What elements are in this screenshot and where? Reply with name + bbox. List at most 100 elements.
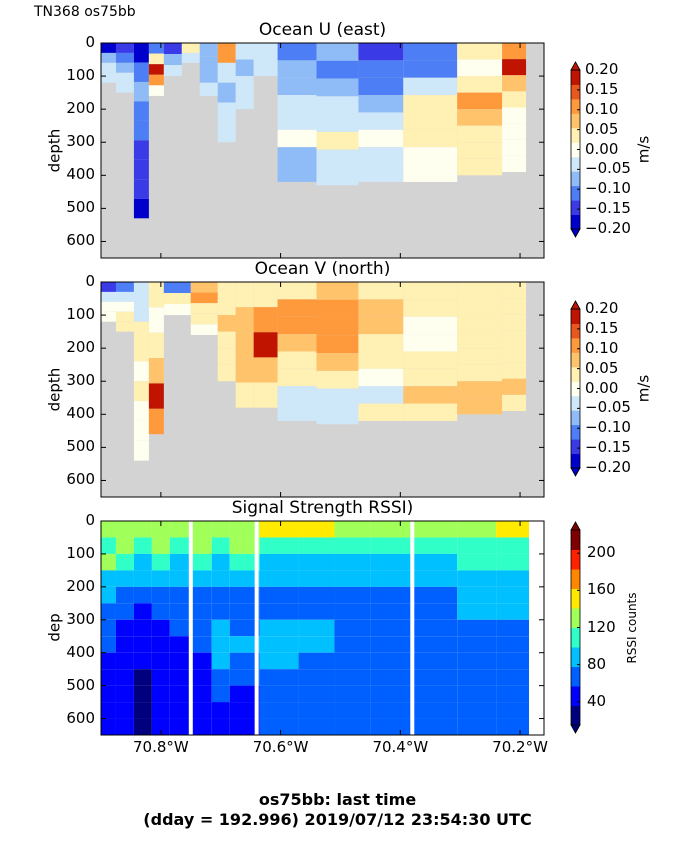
data-cell [496,619,530,637]
data-cell [115,603,134,620]
data-cell [334,652,371,670]
data-cell [199,56,218,70]
data-cell [101,603,116,620]
x-tick-label: 70.6°W [252,738,309,756]
data-cell [169,702,191,719]
colorbar-extend-bottom [570,228,581,238]
data-cell [277,95,317,113]
data-cell [101,652,116,670]
data-cell [133,81,149,102]
data-cell [101,291,116,302]
data-cell [101,553,116,571]
data-cell [235,76,254,93]
data-cell [259,669,299,686]
data-cell [133,140,149,160]
data-cell [412,619,458,637]
data-cell [298,521,335,538]
data-cell [457,125,503,143]
data-cell [229,702,260,719]
data-cell [181,52,200,63]
data-cell [169,537,191,554]
data-cell [151,553,170,571]
data-cell [235,92,254,110]
colorbar-segment [571,113,580,129]
data-cell [457,603,497,620]
data-cell [259,570,299,587]
data-cell [259,586,299,604]
data-cell [101,685,116,703]
colorbar [570,521,581,734]
colorbar-segment [571,549,580,570]
data-cell [334,718,371,735]
colorbar-segment [571,381,580,397]
data-cell [502,43,527,60]
data-cell [133,669,152,686]
data-cell [277,403,317,421]
y-tick-label: 0 [85,272,95,290]
data-cell [148,408,164,435]
data-cell [115,636,134,653]
data-cell [115,62,134,73]
data-cell [133,619,152,637]
data-cell [403,129,458,148]
y-tick-label: 100 [66,305,95,324]
data-cell [148,383,164,409]
colorbar-tick-label: 0.20 [585,60,619,78]
data-cell [169,619,191,637]
data-cell [502,123,527,140]
data-cell [169,603,191,620]
data-cell [253,43,278,55]
data-cell [298,553,335,571]
data-cell [457,652,497,670]
data-cell [412,636,458,653]
data-cell [403,147,458,165]
data-cell [115,685,134,703]
data-cell [457,282,503,299]
data-cell [298,619,335,637]
data-cell [115,521,134,538]
data-cell [229,718,260,735]
data-cell [235,382,254,408]
data-cell [199,43,218,57]
data-cell [298,586,335,604]
x-tick-label: 70.8°W [132,738,189,756]
colorbar-segment [571,70,580,85]
data-cell [115,321,134,332]
colorbar-segment [571,84,580,100]
data-cell [229,521,260,538]
data-cell [412,702,458,719]
data-cell [496,603,530,620]
data-cell [412,586,458,604]
data-cell [115,537,134,554]
data-cell [101,311,116,322]
colorbar-tick-label: 0.05 [585,358,619,377]
data-cell [217,62,236,83]
colorbar [570,61,581,238]
data-cell [133,718,152,735]
data-cell [496,718,530,735]
data-cell [101,669,116,686]
data-cell [115,718,134,735]
data-cell [229,669,260,686]
colorbar-tick-label: −0.05 [585,398,631,417]
colorbar-segment [571,439,580,455]
data-cell [101,301,116,312]
colorbar-tick-label: 0.10 [585,338,619,357]
data-cell [148,282,164,308]
plot-frame [100,520,545,736]
data-cell [277,386,317,404]
data-cell [169,586,191,604]
data-cell [259,702,299,719]
colorbar-segment [571,200,580,216]
y-tick-label: 0 [85,33,95,51]
data-cell [259,652,299,670]
colorbar-segment [571,453,580,469]
data-cell [502,139,527,156]
data-cell [298,718,335,735]
data-cell [115,311,134,322]
data-cell [229,652,260,670]
data-cell [211,603,230,620]
colorbar-extend-bottom [570,724,581,734]
colorbar-segment [571,410,580,426]
